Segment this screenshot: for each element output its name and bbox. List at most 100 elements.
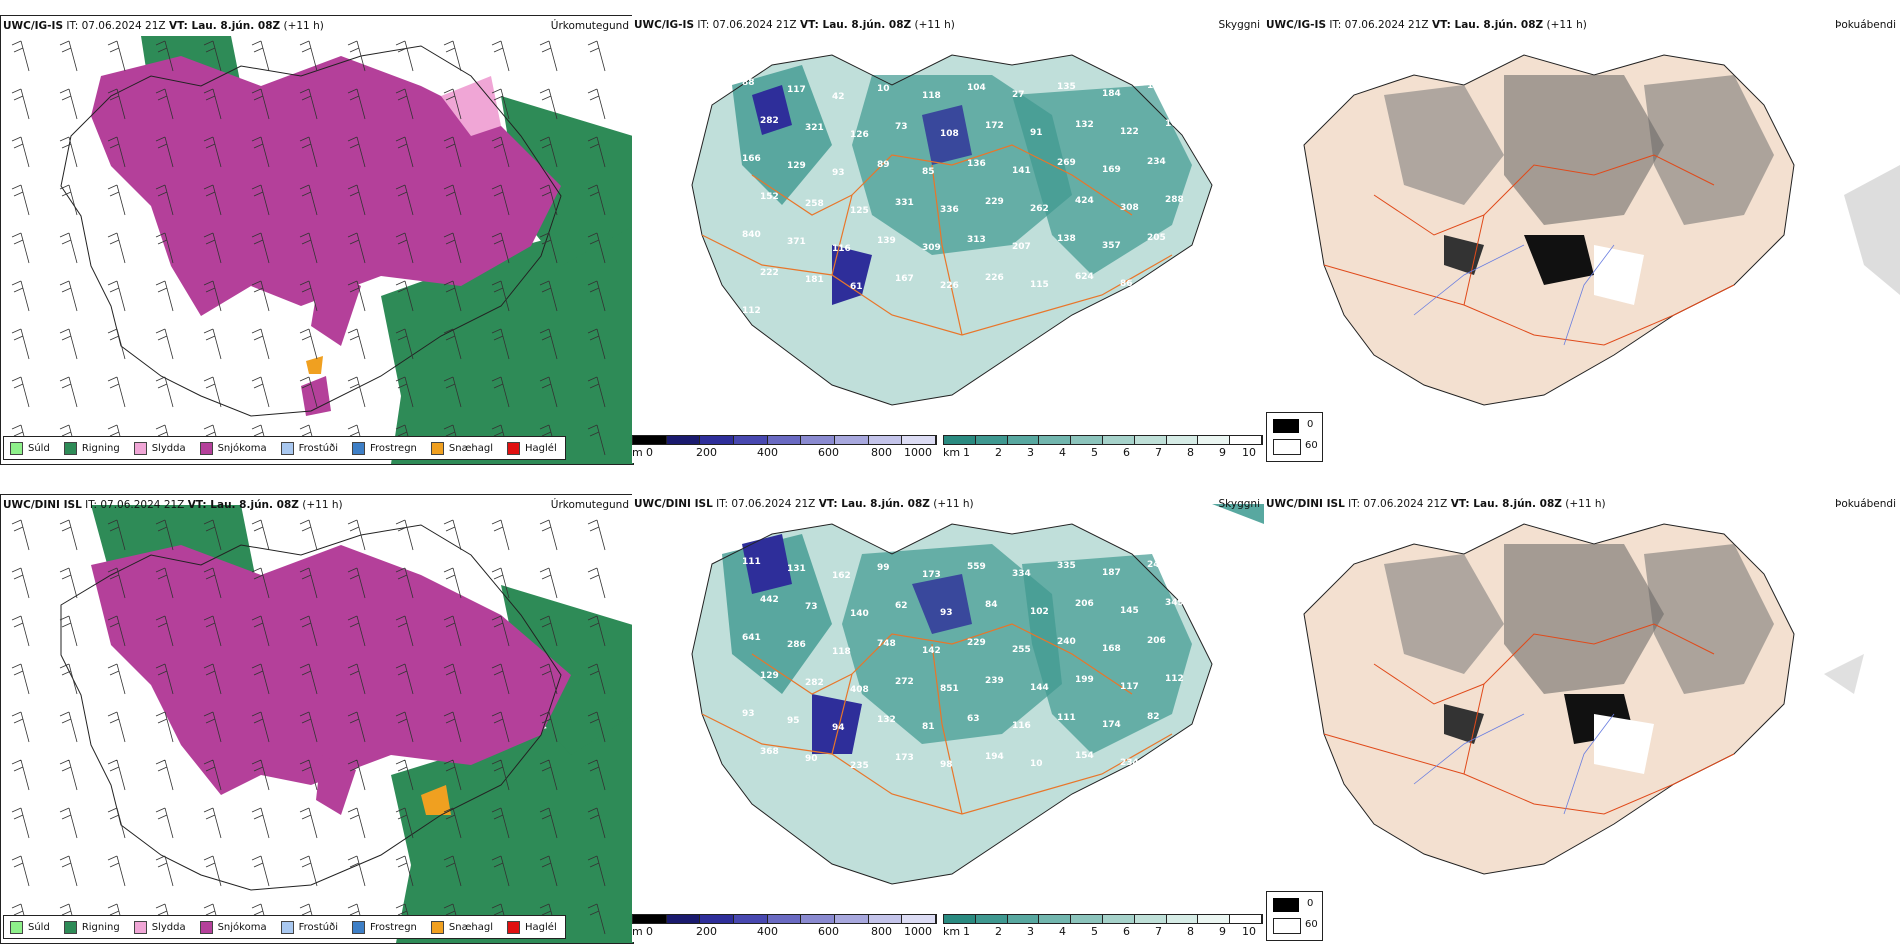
visibility-label: 85	[922, 167, 935, 177]
visibility-label: 181	[805, 275, 824, 285]
visibility-label: 184	[1102, 89, 1121, 99]
visibility-label: 173	[895, 753, 914, 763]
colorbar-segment	[1230, 436, 1262, 444]
wind-barb	[203, 280, 222, 312]
visibility-label: 331	[895, 198, 914, 208]
panel-fog-dini: UWC/DINI ISL IT: 07.06.2024 21Z VT: Lau.…	[1264, 494, 1900, 942]
colorbar-segment	[1007, 436, 1040, 444]
wind-barb	[11, 615, 30, 647]
wind-barb	[11, 40, 30, 72]
wind-barb	[107, 136, 126, 168]
visibility-label: 442	[760, 595, 779, 605]
colorbar-segment	[868, 915, 903, 923]
precip-type-map	[1, 495, 633, 943]
visibility-label: 173	[922, 570, 941, 580]
wind-barb	[251, 663, 270, 695]
wind-barb	[299, 711, 318, 743]
wind-barb	[491, 328, 510, 360]
fog-map	[1264, 494, 1900, 942]
wind-barb	[203, 855, 222, 887]
wind-barb	[107, 711, 126, 743]
visibility-label: 115	[1030, 280, 1049, 290]
visibility-label: 100	[1165, 119, 1184, 129]
wind-barb	[539, 40, 558, 72]
colorbar-segment	[801, 915, 836, 923]
visibility-label: 10	[877, 84, 890, 94]
wind-barb	[203, 519, 222, 551]
wind-barb	[587, 615, 606, 647]
precip-legend: Súld Rigning Slydda Snjókoma Frostúði Fr…	[3, 915, 566, 939]
wind-barb	[395, 663, 414, 695]
wind-barb	[395, 328, 414, 360]
wind-barb	[299, 88, 318, 120]
wind-barb	[11, 88, 30, 120]
wind-barb	[443, 40, 462, 72]
legend-item: Slydda	[133, 441, 186, 455]
visibility-label: 272	[895, 677, 914, 687]
visibility-label: 368	[760, 747, 779, 757]
wind-barb	[155, 88, 174, 120]
wind-barb	[59, 40, 78, 72]
fog-swatch-white	[1273, 439, 1301, 455]
precip-legend: Súld Rigning Slydda Snjókoma Frostúði Fr…	[3, 436, 566, 460]
legend-item: Snjókoma	[199, 441, 267, 455]
wind-barb	[299, 232, 318, 264]
visibility-label: 226	[940, 281, 959, 291]
fog-map	[1264, 15, 1900, 463]
visibility-label: 125	[850, 206, 869, 216]
wind-barb	[251, 232, 270, 264]
visibility-label: 104	[967, 83, 986, 93]
wind-barb	[347, 567, 366, 599]
colorbar-segment	[902, 436, 937, 444]
wind-barb	[395, 759, 414, 791]
wind-barb	[11, 567, 30, 599]
panel-variable-label: Þokuábendi	[1835, 19, 1896, 31]
visibility-label: 194	[985, 752, 1004, 762]
wind-barb	[203, 711, 222, 743]
colorbar-km-ticks: km 1 2 3 4 5 6 7 8 9 10	[943, 925, 1256, 938]
fog-label-60: 60	[1305, 919, 1318, 930]
wind-barb	[251, 376, 270, 408]
visibility-label: 81	[922, 722, 935, 732]
visibility-label: 239	[985, 676, 1004, 686]
wind-barb	[251, 855, 270, 887]
visibility-label: 129	[760, 671, 779, 681]
wind-barb	[587, 759, 606, 791]
precip-type-map	[1, 16, 633, 464]
visibility-label: 162	[832, 571, 851, 581]
visibility-label: 63	[967, 714, 980, 724]
wind-barb	[155, 328, 174, 360]
wind-barb	[11, 519, 30, 551]
colorbar-segment	[767, 915, 802, 923]
colorbar-segment	[700, 436, 735, 444]
visibility-label: 42	[832, 92, 845, 102]
wind-barb	[587, 184, 606, 216]
visibility-label: 424	[1075, 196, 1094, 206]
visibility-label: 226	[985, 273, 1004, 283]
wind-barb	[11, 759, 30, 791]
wind-barb	[443, 328, 462, 360]
wind-barb	[539, 519, 558, 551]
fog-label-0: 0	[1307, 898, 1314, 909]
wind-barb	[59, 807, 78, 839]
legend-item: Slydda	[133, 920, 186, 934]
colorbar-segment	[975, 915, 1008, 923]
visibility-label: 73	[805, 602, 818, 612]
wind-barb	[107, 88, 126, 120]
visibility-label: 117	[787, 85, 806, 95]
wind-barb	[59, 184, 78, 216]
colorbar-segment	[1071, 436, 1103, 444]
colorbar-m-ticks: m 0 200 400 600 800 1000	[632, 925, 932, 938]
panel-title: UWC/IG-IS IT: 07.06.2024 21Z VT: Lau. 8.…	[634, 19, 955, 31]
wind-barb	[203, 184, 222, 216]
visibility-label: 86	[1120, 279, 1133, 289]
wind-barb	[443, 567, 462, 599]
visibility-label: 167	[895, 274, 914, 284]
visibility-label: 408	[850, 685, 869, 695]
colorbar-segment	[1166, 915, 1199, 923]
wind-barb	[395, 232, 414, 264]
wind-barb	[107, 519, 126, 551]
colorbar-segment	[1102, 915, 1135, 923]
visibility-label: 132	[877, 715, 896, 725]
wind-barb	[251, 328, 270, 360]
